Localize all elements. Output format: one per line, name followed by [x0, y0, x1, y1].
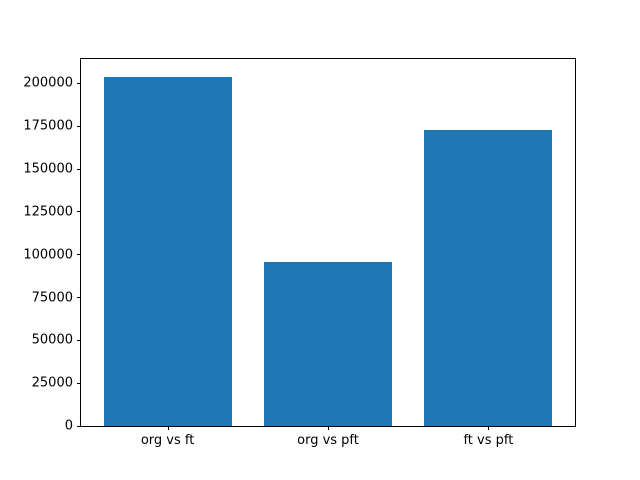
- y-tick-mark: [77, 425, 81, 427]
- bar-org-vs-pft: [263, 262, 393, 426]
- y-tick-mark: [77, 254, 81, 256]
- bar-org-vs-ft: [103, 76, 232, 426]
- y-tick-mark: [77, 211, 81, 213]
- x-tick-label: org vs pft: [297, 433, 359, 448]
- plot-area: org vs ft org vs pft ft vs pft 0 25000 50000 7…: [23, 58, 576, 448]
- y-tick-mark: [77, 382, 81, 384]
- y-tick-mark: [77, 297, 81, 298]
- y-tick-mark: [77, 125, 81, 127]
- y-tick-label: 0: [64, 418, 73, 434]
- y-tick-label: 125000: [23, 204, 73, 220]
- y-tick-mark: [77, 168, 81, 170]
- x-tick-mark: [167, 426, 169, 430]
- y-tick-label: 100000: [23, 247, 73, 263]
- x-tick-mark: [328, 426, 329, 430]
- bar-ft-vs-pft: [424, 129, 553, 426]
- x-tick-label: org vs ft: [140, 433, 195, 448]
- y-tick-mark: [77, 82, 81, 84]
- x-tick-label: ft vs pft: [463, 433, 514, 448]
- y-tick-label: 50000: [31, 332, 73, 348]
- y-tick-label: 175000: [23, 118, 73, 134]
- y-tick-label: 75000: [31, 290, 73, 305]
- y-tick-mark: [77, 339, 81, 341]
- y-tick-label: 25000: [31, 375, 73, 391]
- y-tick-label: 150000: [23, 161, 73, 177]
- y-tick-label: 200000: [23, 75, 73, 91]
- x-tick-mark: [488, 426, 490, 430]
